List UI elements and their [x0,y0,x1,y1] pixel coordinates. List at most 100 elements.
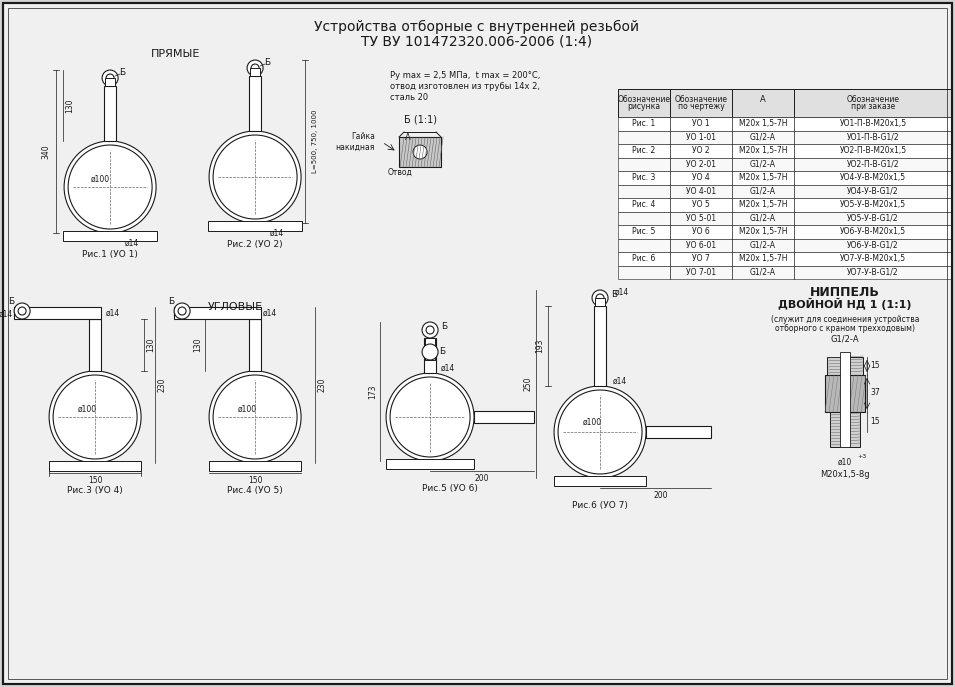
Text: Б: Б [264,58,270,67]
Text: 340: 340 [42,144,51,159]
Text: ø14: ø14 [0,310,13,319]
Text: 130: 130 [147,338,156,352]
Bar [618,225,952,238]
Text: ø14: ø14 [263,308,277,317]
Text: при заказе: при заказе [851,102,895,111]
Bar [49,461,141,471]
Text: 200: 200 [653,491,668,501]
Text: G1/2-А: G1/2-А [750,214,776,223]
Text: 150: 150 [88,477,102,486]
Text: по чертежу: по чертежу [678,102,725,111]
Text: 173: 173 [369,384,377,398]
Text: G1/2-А: G1/2-А [831,335,860,344]
Text: Б (1:1): Б (1:1) [404,114,436,124]
Bar [105,78,116,86]
Text: Рис. 4: Рис. 4 [632,201,656,210]
Text: УО6-У-В-G1/2: УО6-У-В-G1/2 [847,240,899,250]
Circle shape [247,60,263,76]
Text: Рис. 2: Рис. 2 [632,146,656,155]
Text: Отвод: Отвод [388,168,413,177]
Circle shape [209,131,301,223]
Bar [646,426,711,438]
Bar [554,476,646,486]
Bar [827,357,863,375]
Bar [14,307,101,319]
Bar [618,265,952,279]
Text: УО1-П-В-М20х1,5: УО1-П-В-М20х1,5 [839,120,906,128]
Circle shape [554,386,646,478]
Bar [249,76,261,131]
Text: УО 6: УО 6 [692,227,710,236]
Text: L=500, 750, 1000: L=500, 750, 1000 [312,110,318,173]
Text: G1/2-А: G1/2-А [750,268,776,277]
Text: М20х 1,5-7Н: М20х 1,5-7Н [739,201,787,210]
Text: G1/2-А: G1/2-А [750,160,776,169]
Text: М20х 1,5-7Н: М20х 1,5-7Н [739,146,787,155]
Text: Б: Б [611,289,617,299]
Text: УО6-У-В-М20х1,5: УО6-У-В-М20х1,5 [840,227,906,236]
Text: Б: Б [441,322,447,330]
Circle shape [422,322,438,338]
Text: УО 7-01: УО 7-01 [686,268,716,277]
Text: Б: Б [439,348,445,357]
Text: УО 2: УО 2 [692,146,710,155]
Text: ДВОЙНОЙ НД 1 (1:1): ДВОЙНОЙ НД 1 (1:1) [778,298,912,310]
Text: М20х 1,5-7Н: М20х 1,5-7Н [739,120,787,128]
Text: Рис. 5: Рис. 5 [632,227,656,236]
Text: Рис.5 (УО 6): Рис.5 (УО 6) [422,484,478,493]
Text: УО 4: УО 4 [692,173,710,182]
Text: УГЛОВЫЕ: УГЛОВЫЕ [207,302,263,312]
Text: УО 2-01: УО 2-01 [686,160,716,169]
Text: Рис. 1: Рис. 1 [632,120,656,128]
Text: 150: 150 [248,477,263,486]
Text: 250: 250 [523,376,533,391]
Bar [250,68,260,76]
Text: ø14: ø14 [270,229,285,238]
Bar [209,461,301,471]
Text: +3: +3 [857,455,866,460]
Text: ПРЯМЫЕ: ПРЯМЫЕ [150,49,200,59]
Bar [89,319,101,371]
Text: 230: 230 [158,378,166,392]
Text: ТУ ВУ 101472320.006-2006 (1:4): ТУ ВУ 101472320.006-2006 (1:4) [362,34,593,48]
Text: ø100: ø100 [91,174,110,183]
Text: А: А [405,133,411,142]
Text: Рис. 6: Рис. 6 [632,254,656,263]
Circle shape [14,303,31,319]
Bar [618,131,952,144]
Circle shape [386,373,474,461]
Text: ø14: ø14 [613,376,627,385]
Text: УО7-У-В-G1/2: УО7-У-В-G1/2 [847,268,899,277]
Bar [425,338,435,360]
Text: УО 1: УО 1 [692,120,710,128]
Text: Рис. 3: Рис. 3 [632,173,656,182]
Text: 193: 193 [536,339,544,353]
Bar [386,459,474,469]
Text: НИППЕЛЬ: НИППЕЛЬ [810,286,880,299]
Circle shape [106,74,114,82]
Text: Рис.1 (УО 1): Рис.1 (УО 1) [82,249,138,258]
Text: Устройства отборные с внутренней резьбой: Устройства отборные с внутренней резьбой [314,20,640,34]
Text: М20х 1,5-7Н: М20х 1,5-7Н [739,173,787,182]
Text: Ру max = 2,5 МПа,  t max = 200°С,: Ру max = 2,5 МПа, t max = 200°С, [390,71,541,80]
Circle shape [174,303,190,319]
Text: А: А [760,95,766,104]
Bar [208,221,302,231]
Text: 200: 200 [475,475,489,484]
Text: М20х1,5-8g: М20х1,5-8g [820,471,870,480]
Text: УО5-У-В-G1/2: УО5-У-В-G1/2 [847,214,899,223]
Circle shape [64,141,156,233]
Text: Рис.6 (УО 7): Рис.6 (УО 7) [572,502,628,510]
Bar [618,252,952,265]
Text: 37: 37 [870,388,880,398]
Text: ø10: ø10 [838,458,852,466]
Text: Рис.4 (УО 5): Рис.4 (УО 5) [227,486,283,495]
Bar [618,198,952,212]
Text: 130: 130 [194,338,202,352]
Bar [399,137,441,167]
Text: ø14: ø14 [615,287,629,297]
Circle shape [102,70,118,86]
Circle shape [251,64,259,72]
Text: ø14: ø14 [441,363,456,372]
Text: УО 5: УО 5 [692,201,710,210]
